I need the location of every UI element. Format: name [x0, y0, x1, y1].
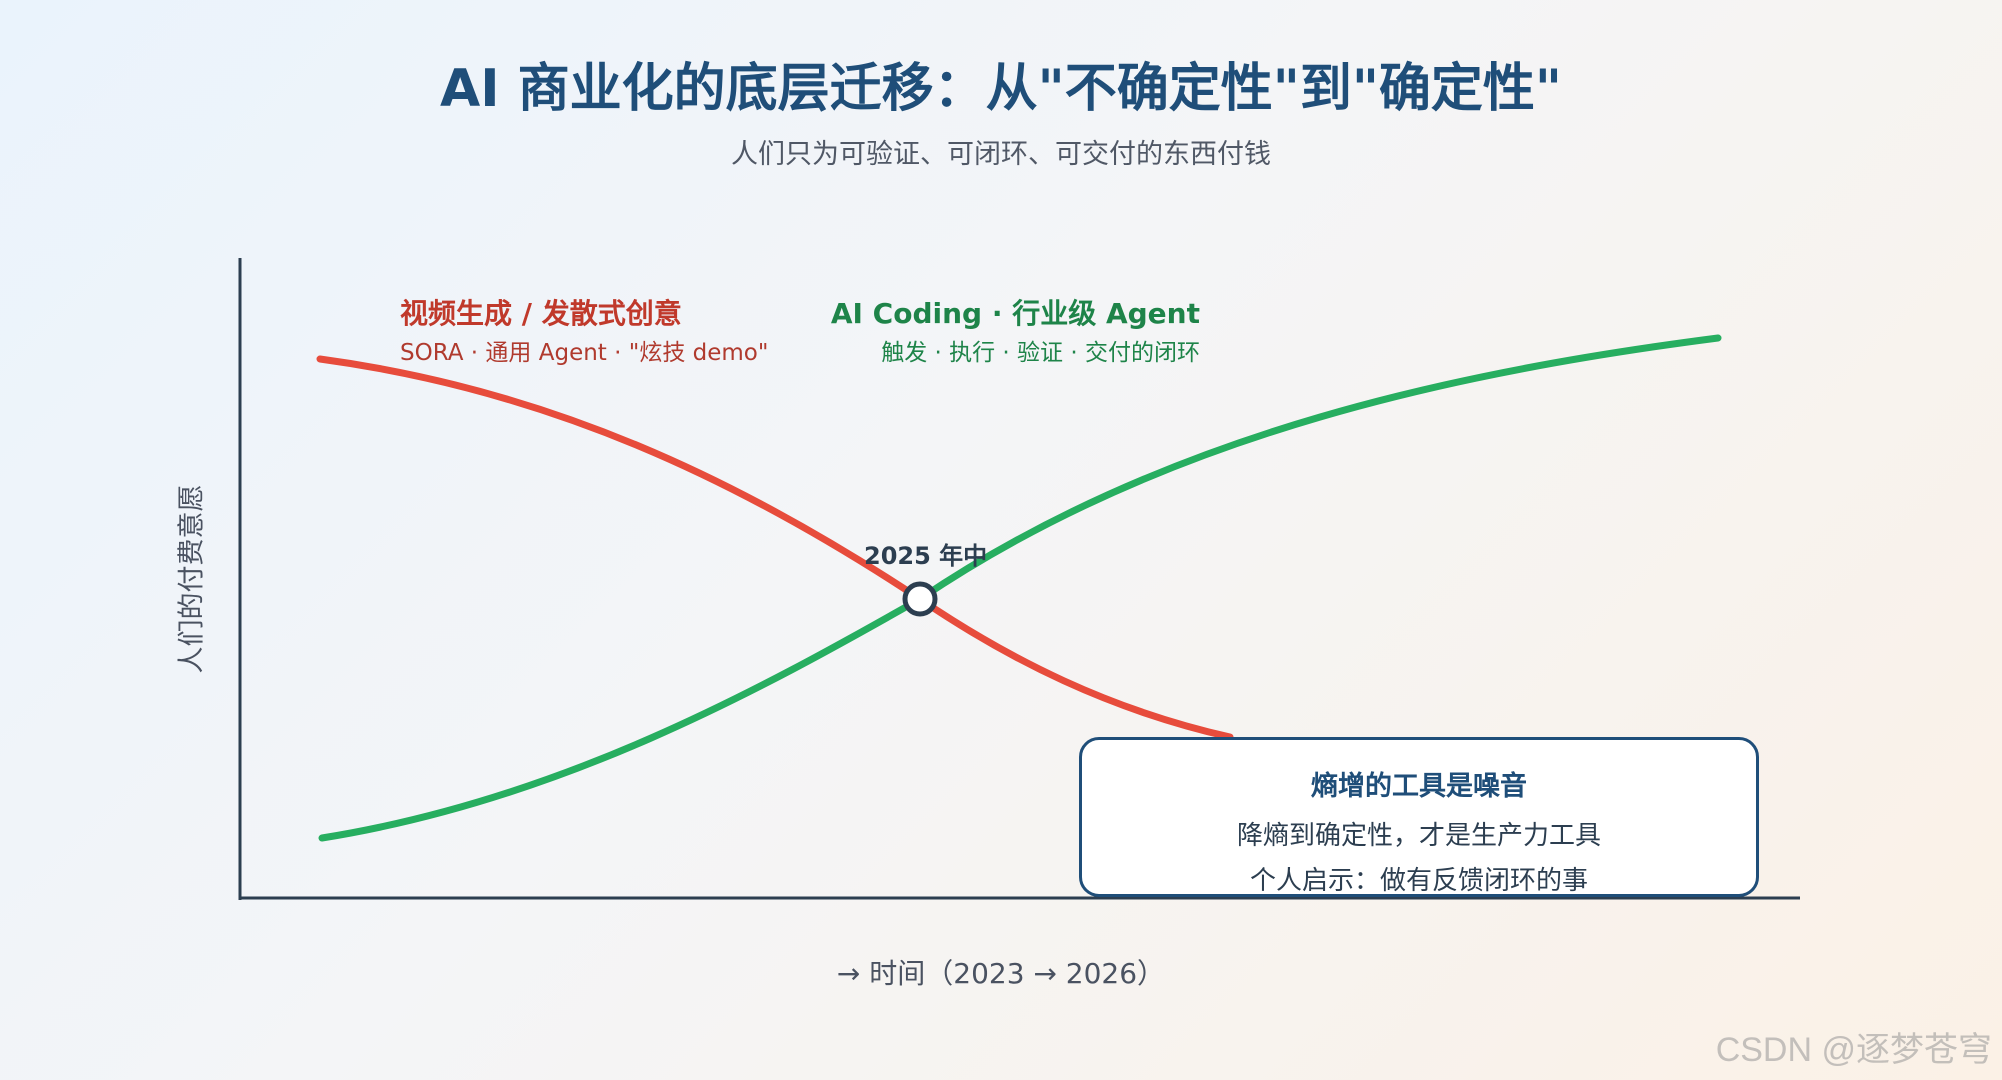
callout-line-2: 个人启示：做有反馈闭环的事 — [1249, 866, 1588, 896]
decline-curve-title: 视频生成 / 发散式创意 — [400, 297, 682, 330]
page-title: AI 商业化的底层迁移：从"不确定性"到"确定性" — [439, 59, 1563, 119]
x-axis-label: → 时间（2023 → 2026） — [836, 957, 1166, 990]
rise-curve-subtitle: 触发 · 执行 · 验证 · 交付的闭环 — [881, 340, 1200, 366]
callout-line-1: 降熵到确定性，才是生产力工具 — [1236, 821, 1601, 851]
crossover-point — [902, 581, 938, 617]
decline-curve — [316, 355, 1234, 741]
rise-curve — [318, 334, 1722, 842]
page-subtitle: 人们只为可验证、可闭环、可交付的东西付钱 — [731, 139, 1271, 170]
rise-curve-title: AI Coding · 行业级 Agent — [830, 297, 1200, 330]
insight-callout: 熵增的工具是噪音 降熵到确定性，才是生产力工具 个人启示：做有反馈闭环的事 — [1079, 737, 1759, 897]
callout-title: 熵增的工具是噪音 — [1311, 771, 1527, 802]
decline-curve-subtitle: SORA · 通用 Agent · "炫技 demo" — [400, 340, 769, 366]
crossover-label: 2025 年中 — [864, 542, 988, 570]
watermark: CSDN @逐梦苍穹 — [1715, 1031, 1992, 1069]
